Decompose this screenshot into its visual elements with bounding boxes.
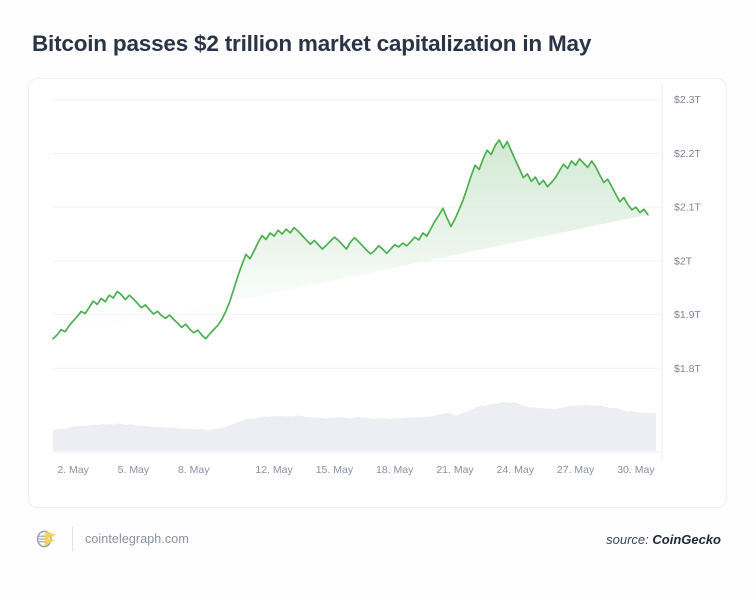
x-axis-tick-label: 24. May — [497, 464, 535, 476]
chart-footer: cointelegraph.com source: CoinGecko — [28, 508, 727, 570]
y-axis-tick-label: $1.8T — [674, 363, 701, 375]
y-axis-labels: $2.3T $2.2T $2.1T $2T $1.9T $1.8T — [674, 94, 701, 375]
y-axis-tick-label: $2.2T — [674, 148, 701, 160]
y-axis-tick-label: $2.3T — [674, 94, 701, 106]
area-fill — [53, 140, 648, 339]
cointelegraph-logo-icon — [34, 526, 60, 552]
x-axis-labels: 2. May 5. May 8. May 12. May 15. May 18. May 2… — [57, 464, 655, 476]
page-title: Bitcoin passes $2 trillion market capita… — [32, 31, 592, 56]
x-axis-tick-label: 5. May — [118, 464, 150, 476]
x-axis-tick-label: 27. May — [557, 464, 595, 476]
x-axis-tick-label: 18. May — [376, 464, 414, 476]
range-navigator[interactable] — [53, 401, 656, 451]
market-cap-chart[interactable]: $2.3T $2.2T $2.1T $2T $1.9T $1.8T 2. May 5. Ma… — [29, 79, 727, 507]
x-axis-tick-label: 30. May — [617, 464, 655, 476]
footer-divider — [72, 527, 73, 551]
source-name: CoinGecko — [652, 531, 721, 547]
y-axis-tick-label: $2T — [674, 255, 693, 267]
price-line-path — [52, 139, 649, 340]
x-axis-tick-label: 12. May — [255, 464, 293, 476]
x-axis-tick-label: 21. May — [436, 464, 474, 476]
price-line — [52, 139, 649, 340]
source-note: source: CoinGecko — [606, 532, 721, 547]
y-axis-tick-label: $1.9T — [674, 309, 701, 321]
chart-card: $2.3T $2.2T $2.1T $2T $1.9T $1.8T 2. May 5. Ma… — [28, 78, 727, 508]
x-axis-tick-label: 15. May — [316, 464, 354, 476]
source-prefix: source: — [606, 531, 649, 547]
y-axis-tick-label: $2.1T — [674, 202, 701, 214]
brand-block: cointelegraph.com — [34, 526, 189, 552]
x-axis-tick-label: 8. May — [178, 464, 210, 476]
brand-label[interactable]: cointelegraph.com — [85, 532, 189, 546]
navigator-area-path[interactable] — [53, 401, 656, 451]
x-axis-tick-label: 2. May — [57, 464, 89, 476]
area-fill-path — [53, 140, 648, 339]
